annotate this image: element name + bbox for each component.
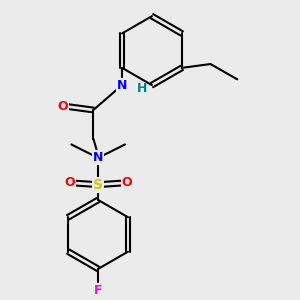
Text: O: O bbox=[57, 100, 68, 113]
Text: F: F bbox=[94, 284, 102, 297]
Text: O: O bbox=[122, 176, 132, 189]
Text: H: H bbox=[136, 82, 147, 95]
Text: N: N bbox=[93, 152, 103, 164]
Text: N: N bbox=[117, 79, 127, 92]
Text: O: O bbox=[64, 176, 75, 189]
Text: S: S bbox=[93, 178, 103, 192]
